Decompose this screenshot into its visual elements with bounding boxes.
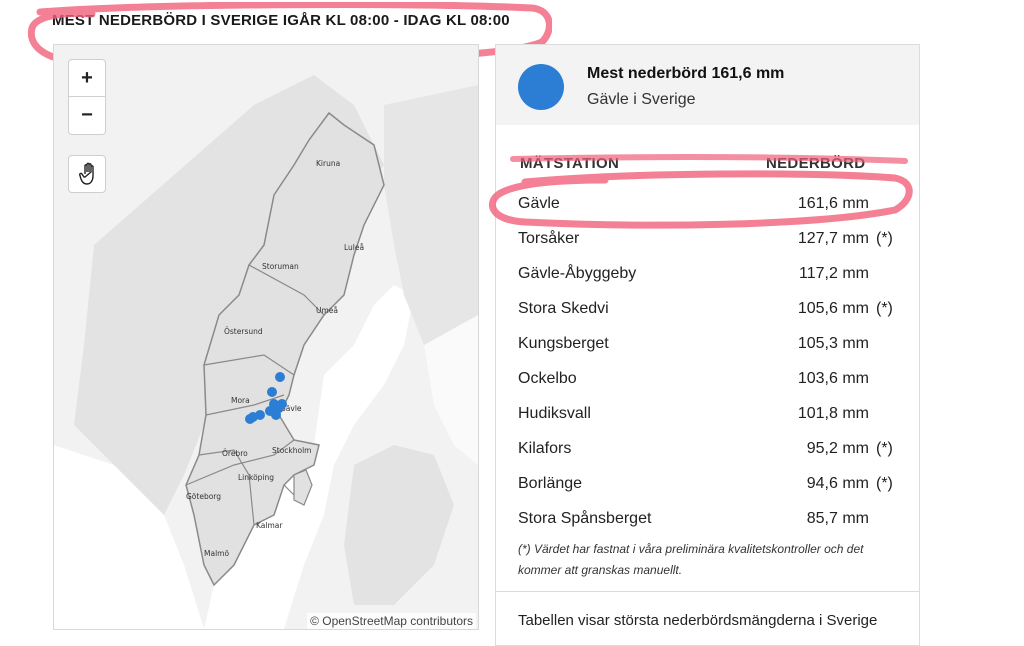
precip-value: 127,7 mm xyxy=(797,230,869,247)
table-row: Gävle 161,6 mm xyxy=(496,188,919,223)
table-row: Torsåker 127,7 mm (*) xyxy=(496,223,919,258)
quality-mark: (*) xyxy=(876,475,893,492)
footnote: (*) Värdet har fastnat i våra preliminär… xyxy=(518,542,864,577)
sweden-outline xyxy=(185,111,385,587)
quality-mark: (*) xyxy=(876,300,893,317)
map-attribution[interactable]: © OpenStreetMap contributors xyxy=(307,613,476,629)
table-row: Gävle-Åbyggeby 117,2 mm xyxy=(496,258,919,293)
station-marker[interactable] xyxy=(275,372,285,382)
max-precip-location: Gävle i Sverige xyxy=(587,91,696,108)
panel-header: Mest nederbörd 161,6 mm Gävle i Sverige xyxy=(496,45,919,125)
precip-value: 105,6 mm xyxy=(797,300,869,317)
table-row: Borlänge 94,6 mm (*) xyxy=(496,468,919,503)
station-marker[interactable] xyxy=(271,410,281,420)
city-kiruna: Kiruna xyxy=(316,159,340,168)
city-linkoping: Linköping xyxy=(238,473,274,482)
zoom-out-button[interactable]: − xyxy=(68,97,106,135)
table-row: Kungsberget 105,3 mm xyxy=(496,328,919,363)
city-malmo: Malmö xyxy=(204,549,229,558)
city-kalmar: Kalmar xyxy=(256,521,283,530)
table-row: Hudiksvall 101,8 mm xyxy=(496,398,919,433)
city-stockholm: Stockholm xyxy=(272,446,312,455)
max-precip-title: Mest nederbörd 161,6 mm xyxy=(587,65,785,82)
station-name: Hudiksvall xyxy=(518,405,591,422)
precipitation-panel: Mest nederbörd 161,6 mm Gävle i Sverige … xyxy=(495,44,920,646)
city-mora: Mora xyxy=(231,396,250,405)
precip-value: 161,6 mm xyxy=(797,195,869,212)
hand-icon xyxy=(79,162,94,185)
precip-value: 95,2 mm xyxy=(806,440,869,457)
city-ostersund: Östersund xyxy=(224,327,263,336)
city-gavle: Gävle xyxy=(280,404,302,413)
quality-mark: (*) xyxy=(876,440,893,457)
table-row: Kilafors 95,2 mm (*) xyxy=(496,433,919,468)
precip-value: 94,6 mm xyxy=(806,475,869,492)
zoom-in-button[interactable]: + xyxy=(68,59,106,97)
precip-value: 103,6 mm xyxy=(797,370,869,387)
table-row: Ockelbo 103,6 mm xyxy=(496,363,919,398)
station-marker[interactable] xyxy=(267,387,277,397)
precip-value: 117,2 mm xyxy=(799,265,869,282)
station-name: Stora Skedvi xyxy=(518,300,609,317)
legend-dot xyxy=(518,64,564,110)
quality-mark: (*) xyxy=(876,230,893,247)
column-header-station: MÄTSTATION xyxy=(520,155,620,172)
city-umea: Umeå xyxy=(316,306,338,315)
station-table: Gävle 161,6 mm Torsåker 127,7 mm (*) Gäv… xyxy=(496,188,919,538)
precip-value: 101,8 mm xyxy=(797,405,869,422)
station-name: Borlänge xyxy=(518,475,583,492)
city-lulea: Luleå xyxy=(344,243,364,252)
station-name: Torsåker xyxy=(518,230,580,247)
station-markers[interactable] xyxy=(245,372,287,424)
station-name: Kungsberget xyxy=(518,335,609,352)
table-row: Stora Spånsberget 85,7 mm xyxy=(496,503,919,538)
pan-button[interactable] xyxy=(68,155,106,193)
plus-icon: + xyxy=(81,66,93,89)
city-storuman: Storuman xyxy=(262,262,299,271)
map-canvas[interactable]: Kiruna Luleå Storuman Umeå Östersund Mor… xyxy=(54,45,478,629)
table-description: Tabellen visar största nederbördsmängder… xyxy=(518,612,878,629)
station-name: Kilafors xyxy=(518,440,572,457)
city-goteborg: Göteborg xyxy=(186,492,221,501)
divider xyxy=(496,591,919,592)
table-row: Stora Skedvi 105,6 mm (*) xyxy=(496,293,919,328)
station-name: Stora Spånsberget xyxy=(518,510,652,527)
station-marker[interactable] xyxy=(245,414,255,424)
column-header-precipitation: NEDERBÖRD xyxy=(766,155,866,172)
station-marker[interactable] xyxy=(277,399,287,409)
city-orebro: Örebro xyxy=(222,449,248,458)
station-name: Gävle-Åbyggeby xyxy=(518,265,637,282)
station-name: Ockelbo xyxy=(518,370,577,387)
precip-value: 105,3 mm xyxy=(797,335,869,352)
map[interactable]: Kiruna Luleå Storuman Umeå Östersund Mor… xyxy=(53,44,479,630)
station-name: Gävle xyxy=(518,195,560,212)
page-title: MEST NEDERBÖRD I SVERIGE IGÅR KL 08:00 -… xyxy=(52,12,510,29)
precip-value: 85,7 mm xyxy=(806,510,869,527)
minus-icon: − xyxy=(81,104,93,126)
